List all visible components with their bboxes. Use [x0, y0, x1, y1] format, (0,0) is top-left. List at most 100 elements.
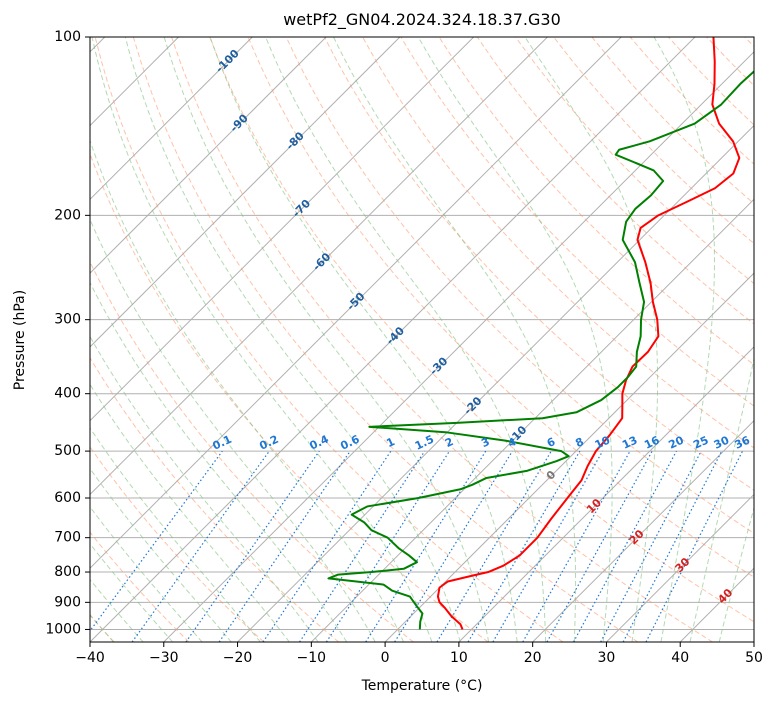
- x-tick-label: 50: [745, 650, 763, 666]
- dry-adiabat: [476, 37, 754, 325]
- mixing-ratio-line: [436, 450, 552, 642]
- mixing-ratio-label: 2: [443, 435, 455, 450]
- isotherm-line: [753, 641, 754, 642]
- isotherm-line: [90, 37, 327, 274]
- x-tick-label: −40: [75, 650, 105, 666]
- moist-adiabat: [718, 506, 754, 642]
- mixing-ratio-line: [622, 450, 723, 642]
- dry-adiabat: [209, 37, 754, 623]
- mixing-ratio-line: [522, 450, 631, 642]
- plot-frame: [89, 36, 755, 643]
- x-tick-label: 40: [671, 650, 689, 666]
- isotherm-line: [384, 272, 754, 642]
- mixing-ratio-line: [573, 450, 677, 642]
- x-tick-label: −10: [297, 650, 327, 666]
- isotherm-line: [90, 37, 696, 642]
- mixing-ratio-label: 0.4: [308, 432, 331, 452]
- y-tick-label: 200: [54, 207, 81, 223]
- y-tick-label: 300: [54, 312, 81, 328]
- dry-adiabat: [706, 37, 754, 87]
- mixing-ratio-label: 10: [593, 433, 613, 451]
- y-tick-label: 500: [54, 443, 81, 459]
- isotherm-line: [237, 124, 754, 642]
- mixing-ratio-line: [90, 450, 223, 632]
- temperature-profile-line: [436, 37, 741, 630]
- x-tick-label: 0: [381, 650, 390, 666]
- isotherm-line: [532, 419, 754, 642]
- dry-adiabat: [285, 37, 754, 534]
- dry-adiabat: [629, 37, 754, 165]
- y-axis-label: Pressure (hPa): [12, 289, 28, 391]
- mixing-ratio-label: 36: [733, 433, 753, 451]
- mixing-ratio-label: 20: [667, 433, 687, 451]
- mixing-ratio-line: [365, 450, 487, 642]
- x-tick-label: −20: [223, 650, 253, 666]
- mixing-ratio-label: 0.1: [211, 433, 234, 453]
- moist-adiabat: [653, 37, 715, 642]
- dry-adiabat: [90, 446, 265, 642]
- isotherm-line: [679, 567, 754, 642]
- moist-adiabat: [417, 37, 613, 642]
- moist-adiabat: [90, 139, 405, 642]
- isotherm-line: [90, 37, 253, 201]
- dry-adiabat: [438, 37, 754, 366]
- mixing-ratio-line: [325, 450, 450, 642]
- moist-adiabat: [90, 281, 348, 642]
- moist-adiabat: [689, 356, 754, 642]
- mixing-ratio-line: [546, 450, 653, 642]
- isotherm-line: [310, 198, 754, 642]
- mixing-ratio-line: [394, 450, 513, 642]
- mixing-ratio-label: 1.5: [413, 433, 436, 453]
- moist-adiabat: [90, 427, 261, 642]
- moist-adiabat: [90, 383, 290, 642]
- moist-adiabat: [265, 37, 547, 642]
- x-tick-label: 30: [598, 650, 616, 666]
- x-axis-label: Temperature (°C): [361, 678, 483, 694]
- mixing-ratio-line: [218, 450, 351, 642]
- dry-adiabat: [362, 37, 754, 449]
- x-tick-label: 10: [450, 650, 468, 666]
- moist-adiabat: [124, 37, 461, 642]
- y-tick-label: 100: [54, 29, 81, 45]
- dry-adiabat: [90, 531, 190, 642]
- isotherm-line: [90, 37, 548, 496]
- dry-adiabat: [90, 356, 339, 642]
- mixing-ratio-label: 0.6: [338, 432, 361, 452]
- dewpoint-profile-line: [327, 70, 754, 630]
- isotherm-line: [163, 51, 754, 642]
- mixing-ratio-line: [492, 450, 604, 642]
- moist-adiabat: [90, 218, 376, 642]
- isotherm-line: [90, 37, 622, 569]
- mixing-ratio-label: 13: [620, 434, 639, 452]
- mixing-ratio-line: [299, 450, 426, 642]
- dry-adiabat: [171, 37, 713, 642]
- moist-adiabat: [91, 37, 433, 642]
- plot-area: [90, 37, 754, 642]
- mixing-ratio-line: [185, 450, 320, 642]
- moist-adiabat: [209, 37, 518, 642]
- dry-adiabat: [90, 260, 414, 642]
- y-tick-label: 800: [54, 564, 81, 580]
- isotherm-line: [606, 493, 754, 642]
- y-tick-label: 700: [54, 530, 81, 546]
- mixing-ratio-label: 25: [691, 434, 710, 452]
- x-tick-label: 20: [524, 650, 542, 666]
- moist-adiabat: [163, 37, 490, 642]
- chart-title: wetPf2_GN04.2024.324.18.37.G30: [283, 10, 561, 29]
- dry-adiabat: [94, 37, 564, 642]
- moist-adiabat: [524, 37, 659, 642]
- x-tick-label: −30: [149, 650, 179, 666]
- mixing-ratio-label: 16: [642, 433, 662, 451]
- mixing-ratio-label: 30: [712, 433, 732, 451]
- mixing-ratio-line: [262, 450, 392, 642]
- moist-adiabat: [333, 37, 577, 642]
- y-tick-label: 1000: [45, 621, 81, 637]
- moist-adiabat: [90, 335, 319, 642]
- y-tick-label: 400: [54, 386, 81, 402]
- isotherm-line: [458, 346, 754, 642]
- moist-adiabat: [90, 467, 232, 642]
- mixing-ratio-label: 3: [479, 435, 491, 450]
- mixing-ratio-line: [600, 450, 702, 642]
- dry-adiabat: [515, 37, 754, 285]
